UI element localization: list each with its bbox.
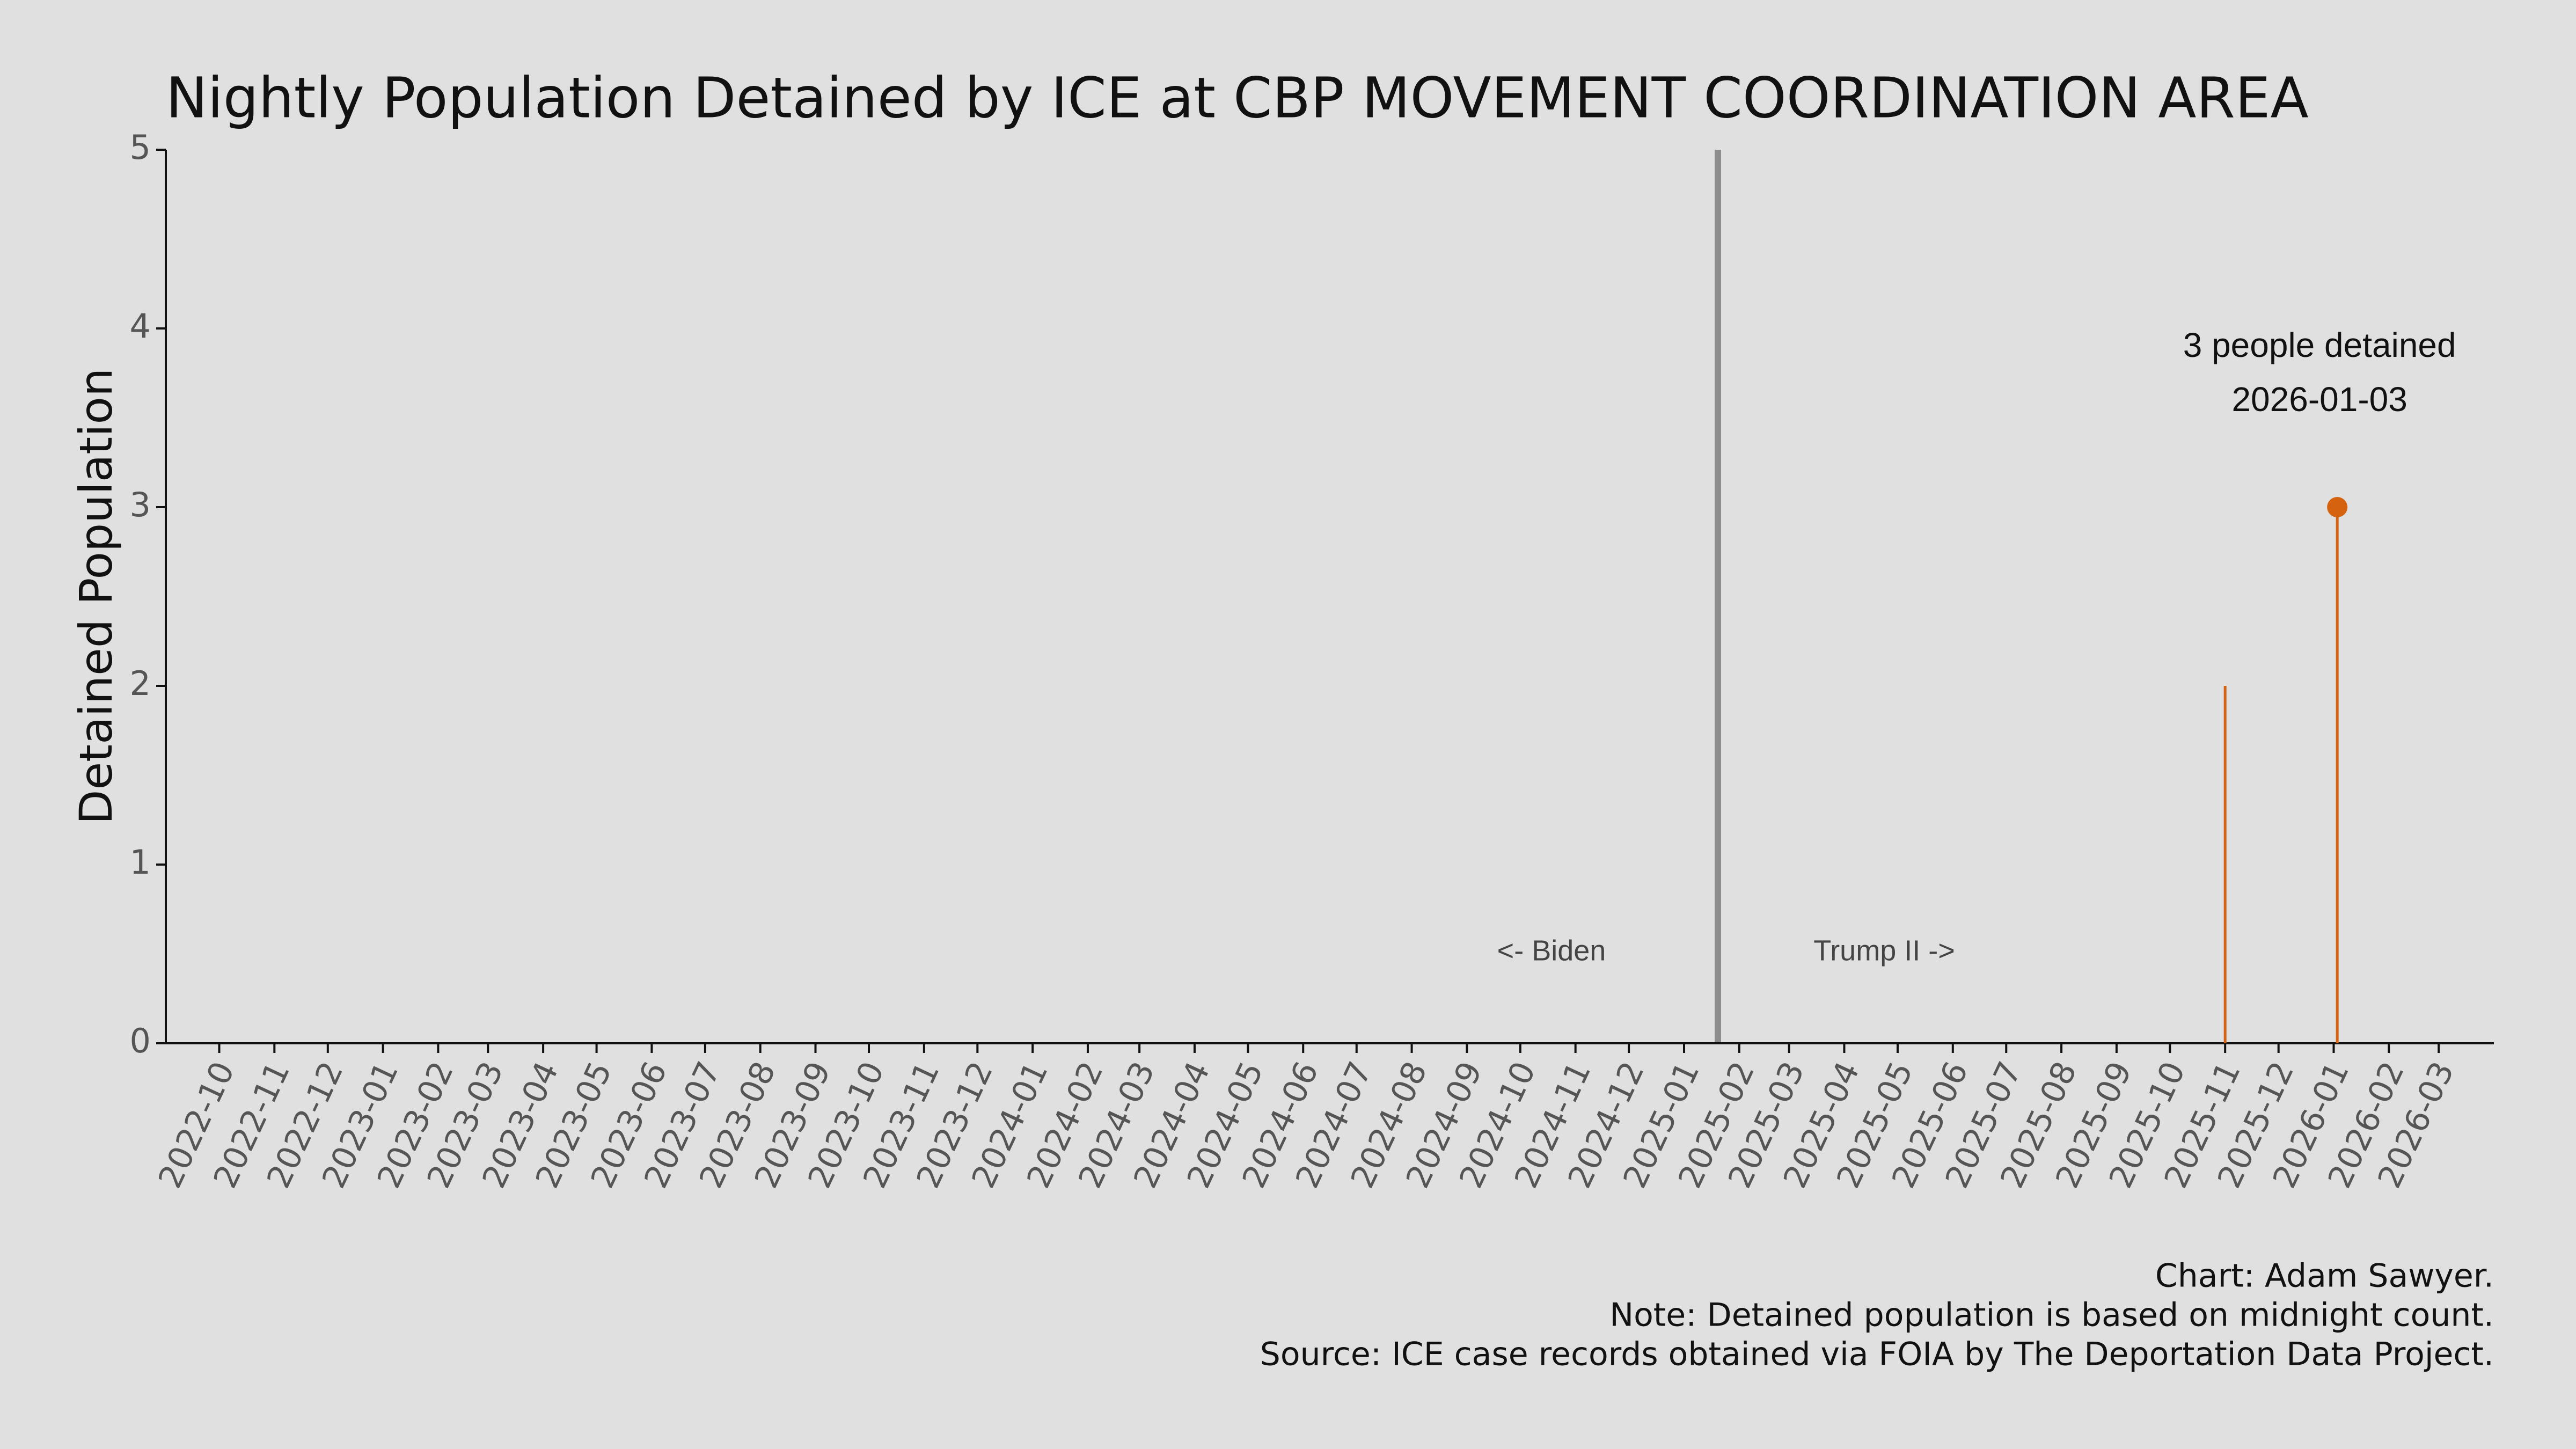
y-tick-label: 0 xyxy=(130,1021,151,1060)
footer-line: Note: Detained population is based on mi… xyxy=(1609,1297,2494,1334)
era-label: Trump II -> xyxy=(1813,934,1955,967)
y-tick-label: 5 xyxy=(130,128,151,167)
era-label: <- Biden xyxy=(1497,934,1606,967)
y-axis-label: Detained Population xyxy=(70,368,122,824)
y-tick-label: 1 xyxy=(130,843,151,882)
footer-line: Chart: Adam Sawyer. xyxy=(2155,1257,2494,1295)
y-tick-label: 4 xyxy=(130,306,151,346)
y-tick-label: 3 xyxy=(130,485,151,524)
highlight-point xyxy=(2327,497,2348,517)
footer-line: Source: ICE case records obtained via FO… xyxy=(1260,1336,2494,1373)
chart-title: Nightly Population Detained by ICE at CB… xyxy=(166,65,2309,130)
y-tick-label: 2 xyxy=(130,664,151,703)
annotation: 3 people detained xyxy=(2183,326,2456,364)
annotation-date: 2026-01-03 xyxy=(2231,380,2407,419)
